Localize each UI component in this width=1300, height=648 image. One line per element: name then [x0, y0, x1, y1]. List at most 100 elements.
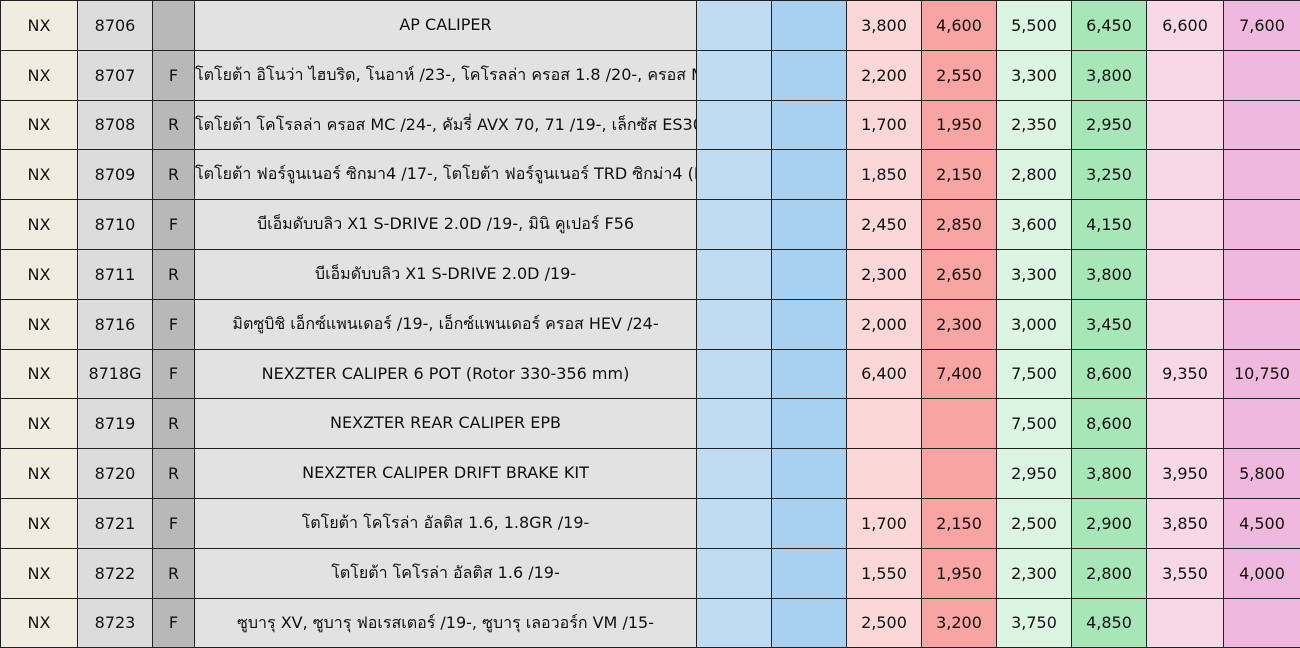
- price-cell-2: 2,150: [921, 497, 997, 549]
- brand-cell: NX: [0, 547, 78, 599]
- blue-empty-cell-2: [771, 398, 847, 450]
- brand-cell: NX: [0, 298, 78, 350]
- price-cell-3: 3,300: [996, 49, 1072, 101]
- part-code-cell: 8719: [77, 398, 153, 450]
- price-cell-3: 5,500: [996, 0, 1072, 51]
- table-row: NX 8706 AP CALIPER 3,800 4,600 5,500 6,450 6,60…: [0, 0, 1300, 51]
- price-cell-6: [1223, 49, 1300, 101]
- part-code-cell: 8721: [77, 497, 153, 549]
- price-cell-1: 2,200: [846, 49, 922, 101]
- price-cell-3: 7,500: [996, 348, 1072, 400]
- price-cell-6: [1223, 248, 1300, 300]
- table-row: NX 8708 R โตโยต้า โคโรลล่า ครอส MC /24-, คั…: [0, 99, 1300, 151]
- table-row: NX 8720 R NEXZTER CALIPER DRIFT BRAKE KIT 2,…: [0, 448, 1300, 499]
- price-cell-1: 2,450: [846, 199, 922, 250]
- blue-empty-cell-1: [696, 199, 772, 250]
- part-code-cell: 8709: [77, 149, 153, 201]
- price-cell-5: [1146, 99, 1224, 151]
- blue-empty-cell-2: [771, 298, 847, 350]
- blue-empty-cell-2: [771, 199, 847, 250]
- price-cell-3: 3,300: [996, 248, 1072, 300]
- description-cell: AP CALIPER: [194, 0, 697, 51]
- part-code-cell: 8706: [77, 0, 153, 51]
- blue-empty-cell-1: [696, 597, 772, 648]
- blue-empty-cell-1: [696, 49, 772, 101]
- price-cell-3: 2,350: [996, 99, 1072, 151]
- part-code-cell: 8716: [77, 298, 153, 350]
- brand-cell: NX: [0, 398, 78, 450]
- position-cell: R: [152, 248, 195, 300]
- position-cell: R: [152, 398, 195, 450]
- price-cell-4: 4,150: [1071, 199, 1147, 250]
- price-cell-3: 3,600: [996, 199, 1072, 250]
- price-cell-2: 1,950: [921, 547, 997, 599]
- brand-cell: NX: [0, 49, 78, 101]
- table-row: NX 8711 R บีเอ็มดับบลิว X1 S-DRIVE 2.0D /19…: [0, 248, 1300, 300]
- brand-cell: NX: [0, 0, 78, 51]
- blue-empty-cell-2: [771, 248, 847, 300]
- part-code-cell: 8711: [77, 248, 153, 300]
- position-cell: F: [152, 199, 195, 250]
- price-cell-1: 1,700: [846, 99, 922, 151]
- position-cell: R: [152, 547, 195, 599]
- price-cell-6: [1223, 149, 1300, 201]
- price-cell-6: [1223, 597, 1300, 648]
- price-cell-2: 7,400: [921, 348, 997, 400]
- blue-empty-cell-1: [696, 248, 772, 300]
- price-cell-6: [1223, 199, 1300, 250]
- price-cell-5: [1146, 149, 1224, 201]
- price-cell-2: 4,600: [921, 0, 997, 51]
- blue-empty-cell-1: [696, 448, 772, 499]
- price-cell-4: 3,800: [1071, 448, 1147, 499]
- position-cell: R: [152, 99, 195, 151]
- description-cell: โตโยต้า โคโรล่า อัลติส 1.6, 1.8GR /19-: [194, 497, 697, 549]
- description-cell: โตโยต้า ฟอร์จูนเนอร์ ซิกมา4 /17-, โตโยต้…: [194, 149, 697, 201]
- position-cell: F: [152, 49, 195, 101]
- part-code-cell: 8720: [77, 448, 153, 499]
- brand-cell: NX: [0, 99, 78, 151]
- price-cell-6: [1223, 398, 1300, 450]
- brand-cell: NX: [0, 199, 78, 250]
- price-cell-4: 3,250: [1071, 149, 1147, 201]
- price-cell-2: 2,850: [921, 199, 997, 250]
- position-cell: [152, 0, 195, 51]
- price-cell-1: 2,300: [846, 248, 922, 300]
- price-cell-3: 3,000: [996, 298, 1072, 350]
- position-cell: F: [152, 597, 195, 648]
- blue-empty-cell-2: [771, 149, 847, 201]
- price-cell-1: [846, 448, 922, 499]
- description-cell: NEXZTER CALIPER DRIFT BRAKE KIT: [194, 448, 697, 499]
- price-cell-5: 3,950: [1146, 448, 1224, 499]
- price-cell-2: 2,650: [921, 248, 997, 300]
- table-row: NX 8718G F NEXZTER CALIPER 6 POT (Rotor 330…: [0, 348, 1300, 400]
- blue-empty-cell-1: [696, 298, 772, 350]
- description-cell: บีเอ็มดับบลิว X1 S-DRIVE 2.0D /19-, มินิ…: [194, 199, 697, 250]
- blue-empty-cell-2: [771, 99, 847, 151]
- description-cell: NEXZTER CALIPER 6 POT (Rotor 330-356 mm): [194, 348, 697, 400]
- price-cell-4: 8,600: [1071, 348, 1147, 400]
- price-cell-5: 9,350: [1146, 348, 1224, 400]
- price-cell-5: 3,850: [1146, 497, 1224, 549]
- table-row: NX 8722 R โตโยต้า โคโรล่า อัลติส 1.6 /19- 1,…: [0, 547, 1300, 599]
- price-cell-2: 2,550: [921, 49, 997, 101]
- price-cell-5: [1146, 597, 1224, 648]
- blue-empty-cell-2: [771, 448, 847, 499]
- price-cell-2: 2,300: [921, 298, 997, 350]
- price-cell-4: 2,900: [1071, 497, 1147, 549]
- price-cell-4: 3,800: [1071, 248, 1147, 300]
- price-cell-5: [1146, 398, 1224, 450]
- price-cell-6: [1223, 298, 1300, 350]
- price-cell-3: 3,750: [996, 597, 1072, 648]
- price-cell-2: [921, 448, 997, 499]
- price-cell-4: 8,600: [1071, 398, 1147, 450]
- price-cell-3: 2,500: [996, 497, 1072, 549]
- blue-empty-cell-1: [696, 348, 772, 400]
- description-cell: โตโยต้า อิโนว่า ไฮบริด, โนอาห์ /23-, โคโ…: [194, 49, 697, 101]
- blue-empty-cell-2: [771, 0, 847, 51]
- price-cell-1: 2,500: [846, 597, 922, 648]
- part-code-cell: 8718G: [77, 348, 153, 400]
- price-cell-3: 2,800: [996, 149, 1072, 201]
- table-row: NX 8709 R โตโยต้า ฟอร์จูนเนอร์ ซิกมา4 /17-,…: [0, 149, 1300, 201]
